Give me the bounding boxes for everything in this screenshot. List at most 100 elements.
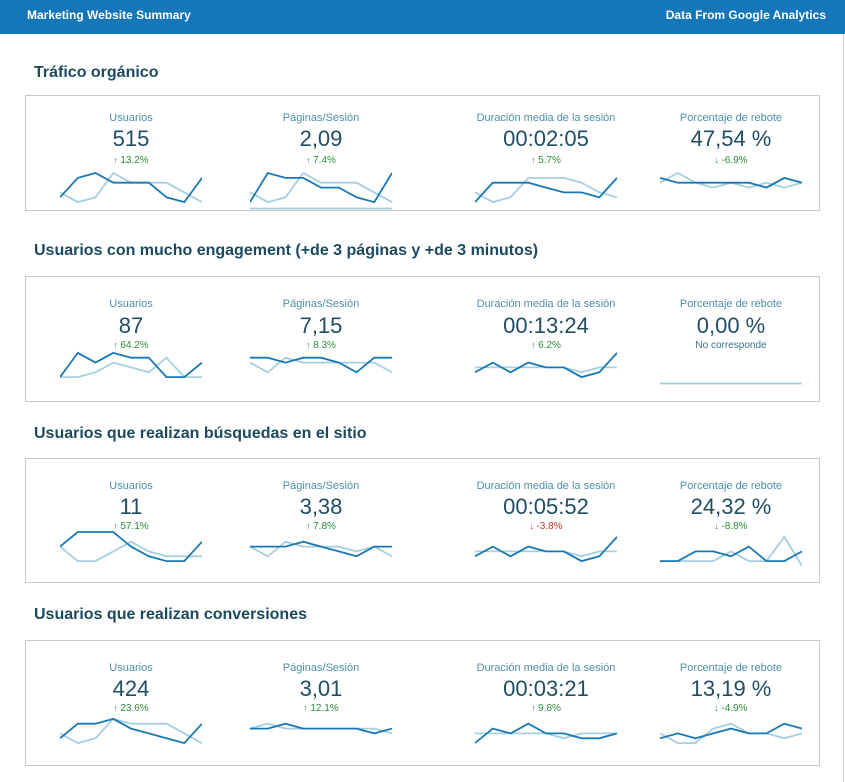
metric-label: Duración media de la sesión xyxy=(476,298,616,310)
metric-label: Duración media de la sesión xyxy=(476,112,616,124)
metric-label: Usuarios xyxy=(109,662,153,674)
metric-delta-value: 13.2% xyxy=(120,155,149,166)
sparkline-current-period xyxy=(60,351,202,378)
sparkline-chart xyxy=(250,540,392,558)
sparkline-chart xyxy=(660,722,802,744)
arrow-down-icon: ↓ xyxy=(529,521,537,531)
sparkline-chart xyxy=(475,722,617,744)
metric-delta-value: 23.6% xyxy=(120,703,149,714)
scorecard[interactable]: Porcentaje de rebote 13,19 % ↓ -4.9% xyxy=(636,641,826,765)
sparkline-chart xyxy=(60,351,202,378)
scorecard[interactable]: Usuarios 424 ↑ 23.6% xyxy=(36,641,226,765)
metric-delta-value: 5.7% xyxy=(538,155,561,166)
metric-label: Duración media de la sesión xyxy=(476,662,616,674)
metric-delta-value: 7.4% xyxy=(313,155,336,166)
section-title-search: Usuarios que realizan búsquedas en el si… xyxy=(34,425,367,442)
metric-delta: ↑ 6.2% xyxy=(451,340,641,351)
scorecard[interactable]: Porcentaje de rebote 47,54 % ↓ -6.9% xyxy=(636,96,826,210)
metric-delta-value: 7.8% xyxy=(313,521,336,532)
sparkline-chart xyxy=(60,171,202,204)
arrow-down-icon: ↓ xyxy=(714,155,722,165)
metric-delta: ↑ 64.2% xyxy=(36,340,226,351)
scorecard[interactable]: Páginas/Sesión 3,38 ↑ 7.8% xyxy=(226,459,416,582)
scorecard[interactable]: Páginas/Sesión 7,15 ↑ 8.3% xyxy=(226,277,416,401)
sparkline-current-period xyxy=(660,545,802,562)
metric-delta: ↓ -8.8% xyxy=(636,521,826,532)
metric-value: 00:13:24 xyxy=(503,313,589,338)
sparkline-current-period xyxy=(250,356,392,374)
panel-conversions: Usuarios 424 ↑ 23.6% Páginas/Sesión 3,01 ↑ 12… xyxy=(25,640,820,766)
arrow-up-icon: ↑ xyxy=(303,703,311,713)
panel-search: Usuarios 11 ↑ 57.1% Páginas/Sesión 3,38 ↑ 7.8… xyxy=(25,458,820,583)
metric-delta-value: -8.8% xyxy=(721,521,748,532)
scorecard[interactable]: Porcentaje de rebote 0,00 % No corresponde xyxy=(636,277,826,401)
metric-label: Páginas/Sesión xyxy=(282,480,360,492)
metric-label: Duración media de la sesión xyxy=(476,480,616,492)
scorecard[interactable]: Páginas/Sesión 2,09 ↑ 7.4% xyxy=(226,96,416,210)
metric-value: 7,15 xyxy=(299,313,343,338)
sparkline-previous-period xyxy=(60,356,202,378)
arrow-down-icon: ↓ xyxy=(714,703,722,713)
scorecard[interactable]: Duración media de la sesión 00:13:24 ↑ 6.2… xyxy=(451,277,641,401)
sparkline-current-period xyxy=(250,722,392,735)
top-bar: Marketing Website Summary Data From Goog… xyxy=(0,0,845,34)
arrow-up-icon: ↑ xyxy=(531,703,539,713)
arrow-up-icon: ↑ xyxy=(113,521,121,531)
metric-delta: ↑ 12.1% xyxy=(226,703,416,714)
arrow-up-icon: ↑ xyxy=(113,155,121,165)
metric-delta: ↑ 13.2% xyxy=(36,155,226,166)
scorecard[interactable]: Usuarios 515 ↑ 13.2% xyxy=(36,96,226,210)
metric-label: Usuarios xyxy=(109,112,153,124)
metric-delta: ↑ 7.4% xyxy=(226,155,416,166)
sparkline-current-period xyxy=(250,171,392,204)
arrow-up-icon: ↑ xyxy=(531,340,539,350)
metric-delta-value: 64.2% xyxy=(120,340,149,351)
sparkline-chart xyxy=(660,171,802,189)
metric-delta-value: -3.8% xyxy=(536,521,563,532)
metric-label: Páginas/Sesión xyxy=(282,112,360,124)
arrow-up-icon: ↑ xyxy=(113,703,121,713)
metric-value: 424 xyxy=(112,676,150,701)
scorecard[interactable]: Duración media de la sesión 00:02:05 ↑ 5.7… xyxy=(451,96,641,210)
sparkline-current-period xyxy=(660,722,802,740)
section-title-conversions: Usuarios que realizan conversiones xyxy=(34,606,307,623)
metric-delta: ↑ 5.7% xyxy=(451,155,641,166)
right-edge-divider xyxy=(843,34,844,782)
panel-organic: Usuarios 515 ↑ 13.2% Páginas/Sesión 2,09 ↑ 7.… xyxy=(25,95,820,211)
metric-delta: ↓ -6.9% xyxy=(636,155,826,166)
metric-delta-value: 12.1% xyxy=(310,703,339,714)
metric-value: 24,32 % xyxy=(690,494,772,519)
metric-label: Porcentaje de rebote xyxy=(679,480,783,492)
arrow-up-icon: ↑ xyxy=(306,340,314,350)
sparkline-chart xyxy=(475,177,617,204)
metric-value: 515 xyxy=(112,126,150,151)
arrow-down-icon: ↓ xyxy=(714,521,722,531)
scorecard[interactable]: Usuarios 87 ↑ 64.2% xyxy=(36,277,226,401)
sparkline-current-period xyxy=(475,536,617,563)
metric-delta-value: 6.2% xyxy=(538,340,561,351)
sparkline-chart xyxy=(250,722,392,735)
metric-delta: ↑ 9.8% xyxy=(451,703,641,714)
arrow-up-icon: ↑ xyxy=(306,521,314,531)
metric-value: 47,54 % xyxy=(690,126,772,151)
panel-engagement: Usuarios 87 ↑ 64.2% Páginas/Sesión 7,15 ↑ 8.3… xyxy=(25,276,820,402)
sparkline-current-period xyxy=(660,176,802,189)
sparkline-current-period xyxy=(475,352,617,379)
metric-value: 0,00 % xyxy=(696,313,766,338)
metric-value: 00:03:21 xyxy=(503,676,589,701)
scorecard[interactable]: Duración media de la sesión 00:03:21 ↑ 9.8… xyxy=(451,641,641,765)
metric-delta-value: -4.9% xyxy=(721,703,748,714)
metric-label: Porcentaje de rebote xyxy=(679,298,783,310)
sparkline-current-period xyxy=(60,717,202,745)
scorecard[interactable]: Porcentaje de rebote 24,32 % ↓ -8.8% xyxy=(636,459,826,582)
metric-label: Páginas/Sesión xyxy=(282,662,360,674)
sparkline-previous-period xyxy=(660,722,802,744)
metric-value: 87 xyxy=(118,313,144,338)
sparkline-previous-period xyxy=(660,535,802,567)
scorecard[interactable]: Páginas/Sesión 3,01 ↑ 12.1% xyxy=(226,641,416,765)
scorecard[interactable]: Duración media de la sesión 00:05:52 ↓ -3.… xyxy=(451,459,641,582)
sparkline-previous-period xyxy=(60,717,202,745)
sparkline-chart xyxy=(475,536,617,563)
scorecard[interactable]: Usuarios 11 ↑ 57.1% xyxy=(36,459,226,582)
metric-value: 13,19 % xyxy=(690,676,772,701)
